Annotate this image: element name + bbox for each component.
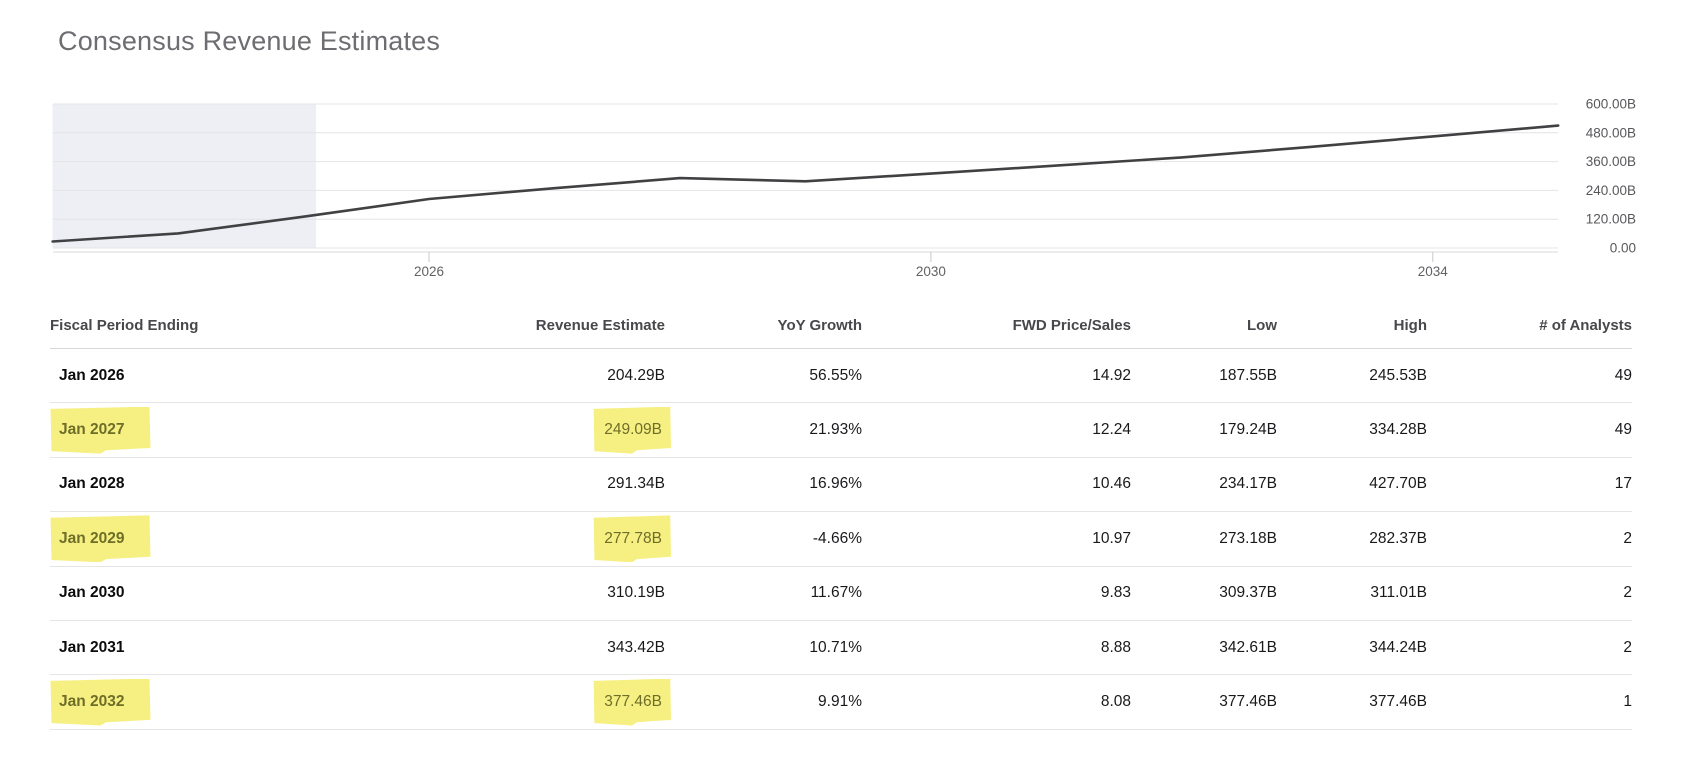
- cell-low: 273.18B: [1219, 529, 1277, 547]
- cell-high: 311.01B: [1370, 584, 1427, 602]
- column-header-low: Low: [1247, 316, 1277, 334]
- cell-yoy: 21.93%: [809, 421, 862, 439]
- cell-period: Jan 2028: [59, 475, 125, 493]
- revenue-estimates-chart: 600.00B 480.00B 360.00B 240.00B 120.00B 0.00 2…: [51, 97, 1636, 279]
- chart-y-axis-label: 600.00B: [1586, 97, 1636, 112]
- chart-x-axis-label: 2030: [916, 264, 946, 279]
- table-row: Jan 2029 277.78B -4.66% 10.97 273.18B 282.37B…: [50, 512, 1632, 567]
- cell-fwd_ps: 12.24: [1092, 421, 1131, 439]
- cell-analysts: 2: [1623, 584, 1632, 602]
- cell-high: 344.24B: [1369, 638, 1427, 656]
- cell-analysts: 1: [1623, 693, 1632, 711]
- cell-yoy: 16.96%: [809, 475, 862, 493]
- highlight-mark: Jan 2027: [50, 406, 151, 454]
- cell-revenue: 310.19B: [607, 584, 665, 602]
- cell-fwd_ps: 10.97: [1092, 529, 1131, 547]
- table-header-row: Fiscal Period Ending Revenue Estimate YoY …: [50, 302, 1632, 349]
- cell-fwd_ps: 9.83: [1100, 584, 1131, 602]
- cell-high: 282.37B: [1369, 529, 1427, 547]
- cell-fwd_ps: 8.88: [1100, 638, 1131, 656]
- cell-analysts: 49: [1614, 366, 1632, 384]
- cell-revenue: 204.29B: [607, 366, 665, 384]
- table-row: Jan 2028 291.34B 16.96% 10.46 234.17B 427.70B…: [50, 458, 1632, 513]
- cell-period: Jan 2026: [59, 366, 125, 384]
- highlight-mark: 277.78B: [593, 515, 671, 563]
- table-row: Jan 2030 310.19B 11.67% 9.83 309.37B 311.01B 2: [50, 567, 1632, 621]
- table-row: Jan 2026 204.29B 56.55% 14.92 187.55B 245.53B…: [50, 349, 1632, 404]
- column-header-period: Fiscal Period Ending: [50, 316, 199, 334]
- cell-low: 342.61B: [1219, 638, 1277, 656]
- highlight-mark: 249.09B: [593, 406, 671, 454]
- cell-period: Jan 2029: [50, 515, 400, 563]
- cell-analysts: 2: [1623, 529, 1632, 547]
- column-header-fwd_ps: FWD Price/Sales: [1012, 316, 1131, 334]
- cell-high: 245.53B: [1369, 366, 1427, 384]
- cell-yoy: -4.66%: [812, 529, 862, 547]
- cell-analysts: 17: [1614, 475, 1632, 493]
- cell-low: 179.24B: [1219, 421, 1277, 439]
- cell-analysts: 2: [1623, 638, 1632, 656]
- column-header-revenue: Revenue Estimate: [535, 316, 665, 334]
- chart-x-axis-label: 2034: [1418, 264, 1449, 279]
- cell-yoy: 56.55%: [809, 366, 862, 384]
- table-row: Jan 2031 343.42B 10.71% 8.88 342.61B 344.24B 2: [50, 621, 1632, 676]
- table-body: Jan 2026 204.29B 56.55% 14.92 187.55B 245.53B…: [50, 349, 1632, 730]
- chart-y-axis-label: 480.00B: [1586, 125, 1636, 140]
- chart-y-axis-label: 360.00B: [1586, 154, 1636, 169]
- cell-fwd_ps: 10.46: [1092, 475, 1131, 493]
- cell-revenue: 377.46B: [400, 678, 671, 726]
- cell-period: Jan 2027: [50, 406, 400, 454]
- cell-revenue: 277.78B: [400, 515, 671, 563]
- cell-high: 427.70B: [1369, 475, 1427, 493]
- cell-yoy: 10.71%: [809, 638, 862, 656]
- cell-revenue: 249.09B: [400, 406, 671, 454]
- cell-fwd_ps: 14.92: [1092, 366, 1131, 384]
- chart-y-axis-label: 0.00: [1610, 241, 1636, 256]
- chart-shaded-region: [52, 104, 317, 248]
- highlight-mark: 377.46B: [593, 678, 671, 726]
- cell-yoy: 9.91%: [818, 693, 862, 711]
- page-title: Consensus Revenue Estimates: [58, 26, 441, 56]
- table-row: Jan 2032 377.46B 9.91% 8.08 377.46B 377.46B 1: [50, 675, 1632, 730]
- table-row: Jan 2027 249.09B 21.93% 12.24 179.24B 334.28B…: [50, 403, 1632, 458]
- cell-revenue: 343.42B: [607, 638, 665, 656]
- cell-low: 377.46B: [1219, 693, 1277, 711]
- column-header-analysts: # of Analysts: [1539, 316, 1632, 334]
- cell-low: 187.55B: [1219, 366, 1277, 384]
- cell-period: Jan 2031: [59, 638, 125, 656]
- column-header-yoy: YoY Growth: [777, 316, 862, 334]
- chart-y-axis-label: 240.00B: [1586, 183, 1636, 198]
- cell-period: Jan 2032: [50, 678, 400, 726]
- chart-y-axis-label: 120.00B: [1586, 212, 1636, 227]
- cell-low: 309.37B: [1219, 584, 1277, 602]
- cell-high: 334.28B: [1369, 421, 1427, 439]
- chart-x-axis-label: 2026: [414, 264, 444, 279]
- cell-fwd_ps: 8.08: [1100, 693, 1131, 711]
- cell-period: Jan 2030: [59, 584, 125, 602]
- cell-revenue: 291.34B: [607, 475, 665, 493]
- cell-analysts: 49: [1614, 421, 1632, 439]
- cell-low: 234.17B: [1219, 475, 1277, 493]
- highlight-mark: Jan 2029: [50, 515, 151, 563]
- column-header-high: High: [1393, 316, 1427, 334]
- estimates-table: Fiscal Period Ending Revenue Estimate YoY …: [50, 302, 1632, 730]
- chart-revenue-line: [51, 124, 1560, 243]
- cell-high: 377.46B: [1369, 693, 1427, 711]
- highlight-mark: Jan 2032: [50, 678, 151, 726]
- cell-yoy: 11.67%: [810, 584, 862, 602]
